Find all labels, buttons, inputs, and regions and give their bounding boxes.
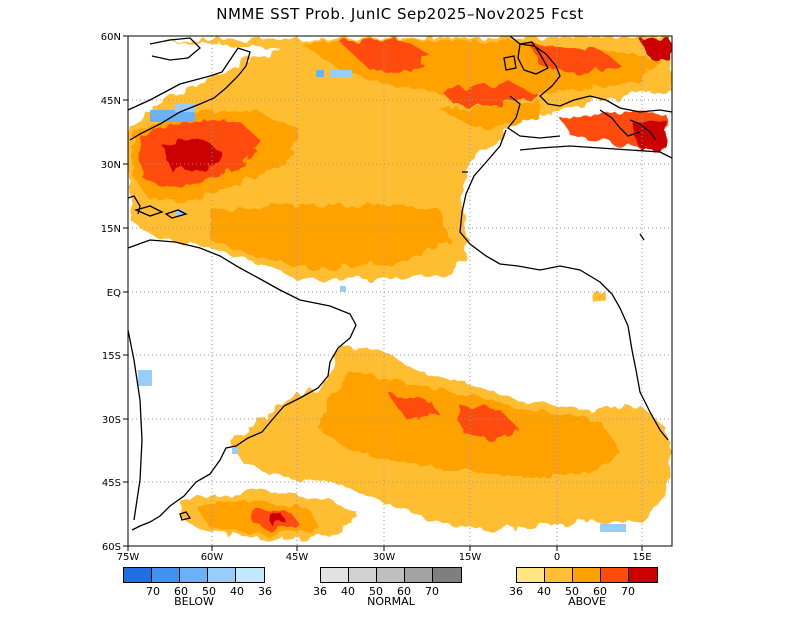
lat-label: 30N xyxy=(101,160,121,171)
lon-label: 0 xyxy=(554,552,560,563)
longitude-labels: 75W 60W 45W 30W 15W 0 15E xyxy=(117,552,652,563)
swatch xyxy=(124,568,152,582)
swatch xyxy=(180,568,208,582)
lon-label: 30W xyxy=(373,552,396,563)
axis-ticks xyxy=(123,35,643,551)
legend-tick: 36 xyxy=(313,585,327,598)
legend-tick: 36 xyxy=(258,585,272,598)
lat-label: 30S xyxy=(102,415,121,426)
coastlines xyxy=(128,36,672,531)
below-swatches xyxy=(123,567,265,583)
lat-label: 45N xyxy=(101,96,121,107)
legend-tick: 40 xyxy=(341,585,355,598)
lat-label: 15N xyxy=(101,224,121,235)
legend-below: 70 60 50 40 36 BELOW xyxy=(123,567,272,608)
swatch xyxy=(433,568,461,582)
legend-tick: 60 xyxy=(397,585,411,598)
swatch xyxy=(321,568,349,582)
lon-label: 15W xyxy=(459,552,482,563)
swatch xyxy=(349,568,377,582)
swatch xyxy=(152,568,180,582)
legend-below-label: BELOW xyxy=(174,595,214,608)
legend-normal: 36 40 50 60 70 NORMAL xyxy=(313,567,462,608)
legend-tick: 40 xyxy=(537,585,551,598)
lon-label: 15E xyxy=(632,552,651,563)
legend-tick: 70 xyxy=(621,585,635,598)
lat-label: 45S xyxy=(102,478,121,489)
lat-label: 60N xyxy=(101,32,121,43)
legend-tick: 70 xyxy=(146,585,160,598)
swatch xyxy=(629,568,657,582)
legend-normal-label: NORMAL xyxy=(367,595,415,608)
map-title: NMME SST Prob. JunIC Sep2025–Nov2025 Fcs… xyxy=(216,5,584,23)
swatch xyxy=(236,568,264,582)
sst-probability-shading xyxy=(128,36,672,540)
swatch xyxy=(573,568,601,582)
swatch xyxy=(405,568,433,582)
legend-tick: 50 xyxy=(202,585,216,598)
map-frame xyxy=(127,35,673,547)
legend-above: 36 40 50 60 70 ABOVE xyxy=(509,567,658,608)
normal-swatches xyxy=(320,567,462,583)
lat-label: EQ xyxy=(107,288,121,299)
legend-tick: 70 xyxy=(425,585,439,598)
grid-lines xyxy=(128,36,672,546)
legend-tick: 36 xyxy=(509,585,523,598)
lon-label: 45W xyxy=(286,552,309,563)
legend-tick: 60 xyxy=(174,585,188,598)
swatch xyxy=(208,568,236,582)
swatch xyxy=(377,568,405,582)
legend-tick: 50 xyxy=(369,585,383,598)
above-swatches xyxy=(516,567,658,583)
swatch xyxy=(601,568,629,582)
lat-label: 60S xyxy=(102,542,121,553)
swatch xyxy=(517,568,545,582)
legend-tick: 40 xyxy=(230,585,244,598)
legend-tick: 50 xyxy=(565,585,579,598)
legend-above-label: ABOVE xyxy=(568,595,606,608)
swatch xyxy=(545,568,573,582)
lon-label: 75W xyxy=(117,552,140,563)
below-normal-patches xyxy=(138,70,626,532)
latitude-labels: 60N 45N 30N 15N EQ 15S 30S 45S 60S xyxy=(101,32,121,553)
lat-label: 15S xyxy=(102,351,121,362)
lon-label: 60W xyxy=(201,552,224,563)
legend-tick: 60 xyxy=(593,585,607,598)
